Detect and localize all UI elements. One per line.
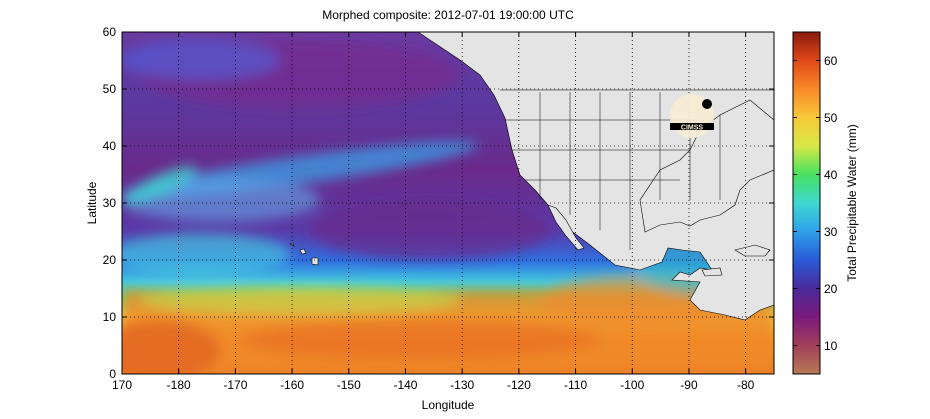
y-tick-label: 40 <box>102 139 116 153</box>
map-plot-area <box>122 32 774 374</box>
logo-text: CIMSS <box>681 125 704 132</box>
y-tick-label: 60 <box>102 25 116 39</box>
y-tick-label: 50 <box>102 82 116 96</box>
moisture-features <box>122 32 774 374</box>
x-tick-label: -180 <box>166 378 191 392</box>
map-title: Morphed composite: 2012-07-01 19:00:00 U… <box>322 8 574 22</box>
x-axis-label: Longitude <box>421 398 475 412</box>
x-tick-label: -160 <box>280 378 305 392</box>
colorbar <box>792 31 821 375</box>
colorbar-tick-label: 10 <box>824 338 838 353</box>
x-tick-label: -80 <box>736 378 755 392</box>
y-tick-label: 30 <box>102 196 116 210</box>
colorbar-tick-label: 60 <box>824 53 838 68</box>
y-axis-label: Latitude <box>85 181 99 225</box>
colorbar-tick-label: 20 <box>824 281 838 296</box>
colorbar-tick-label: 50 <box>824 110 838 125</box>
x-tick-label: -130 <box>450 378 475 392</box>
x-tick-label: -100 <box>620 378 645 392</box>
state-borders <box>500 89 774 250</box>
cimss-logo: CIMSS <box>670 94 714 138</box>
x-tick-marks <box>121 32 747 374</box>
colorbar-tick-label: 30 <box>824 224 838 239</box>
y-tick-label: 0 <box>109 367 116 381</box>
colorbar-label: Total Precipitable Water (mm) <box>845 124 859 282</box>
x-tick-label: -110 <box>563 378 588 392</box>
colorbar-tick-label: 40 <box>824 167 838 182</box>
y-tick-label: 10 <box>102 310 116 324</box>
x-tick-label: -140 <box>393 378 418 392</box>
y-tick-marks <box>122 31 774 375</box>
x-tick-label: -150 <box>336 378 361 392</box>
colorbar-ticks <box>793 60 820 346</box>
y-tick-label: 20 <box>102 253 116 267</box>
x-tick-label: -120 <box>506 378 531 392</box>
x-tick-label: -170 <box>223 378 248 392</box>
colorbar-gradient <box>792 31 821 375</box>
x-tick-label: 170 <box>111 378 133 392</box>
x-tick-label: -90 <box>680 378 698 392</box>
graticule <box>122 32 774 374</box>
